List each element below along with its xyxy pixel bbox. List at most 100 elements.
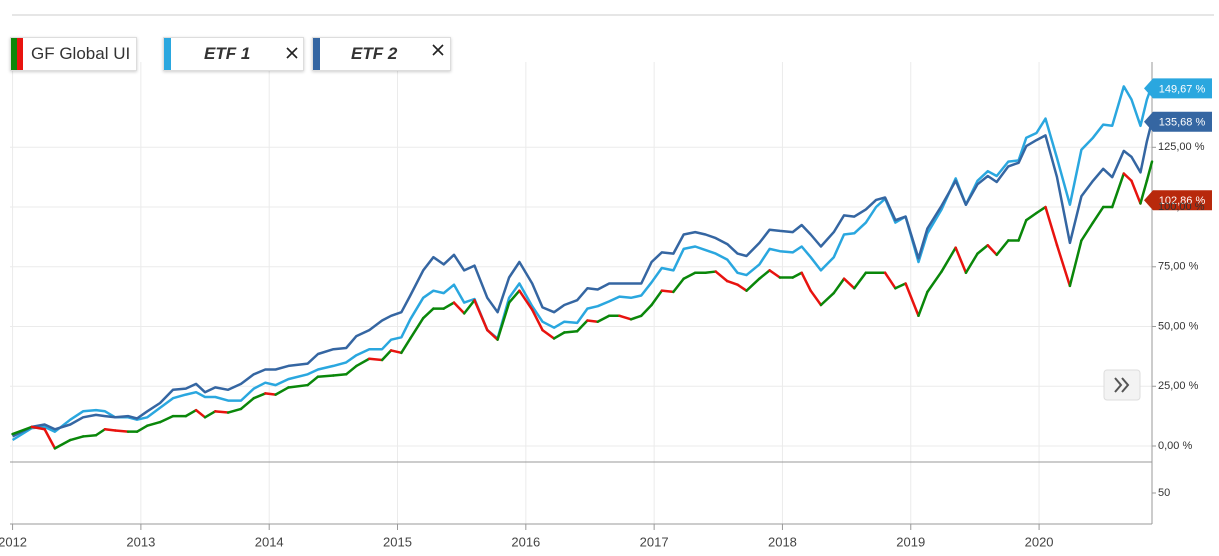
- x-tick-label: 2013: [126, 534, 155, 549]
- series-segment: [629, 314, 643, 321]
- series-segment: [1044, 205, 1059, 247]
- series-segment: [30, 425, 46, 431]
- x-tick-label: 2018: [768, 534, 797, 549]
- lines: [11, 84, 1154, 450]
- series-segment: [1130, 179, 1142, 205]
- close-icon[interactable]: [432, 44, 444, 56]
- series-segment: [486, 328, 499, 341]
- legend-label: ETF 1: [204, 44, 251, 63]
- series-segment: [274, 386, 290, 396]
- series-segment: [904, 282, 920, 318]
- series-segment: [194, 408, 207, 419]
- close-icon[interactable]: [286, 47, 298, 59]
- series-segment: [203, 410, 217, 419]
- series-segment: [1025, 211, 1038, 222]
- series-segment: [618, 314, 633, 321]
- series-segment: [264, 392, 277, 396]
- legend-label: GF Global UI: [31, 44, 131, 63]
- series-segment: [552, 331, 566, 340]
- series-segment: [809, 289, 823, 307]
- series-segment: [541, 328, 556, 340]
- series-segment: [563, 330, 579, 334]
- series-segment: [917, 290, 929, 318]
- y-tick-label: 50,00 %: [1158, 320, 1199, 332]
- series-segment: [758, 269, 771, 280]
- series-segment: [995, 239, 1010, 257]
- series-line: [12, 120, 1154, 438]
- series-segment: [640, 303, 653, 318]
- series-line: [11, 84, 1154, 442]
- legend-item[interactable]: GF Global UI: [10, 37, 137, 71]
- series-segment: [530, 308, 544, 332]
- series-segment: [355, 357, 371, 368]
- series-segment: [726, 279, 739, 286]
- series-segment: [389, 349, 403, 355]
- series-segment: [819, 291, 836, 307]
- series-segment: [1035, 205, 1047, 215]
- series-segment: [11, 425, 34, 436]
- series-segment: [452, 301, 466, 315]
- series-segment: [252, 392, 267, 400]
- series-segment: [94, 428, 107, 437]
- series-segment: [496, 301, 511, 341]
- series-segment: [400, 337, 412, 355]
- series-segment: [473, 298, 489, 332]
- y-tick-label: 0,00 %: [1158, 440, 1192, 452]
- swatch-down: [17, 38, 23, 70]
- flags: 102,86 % 149,67 % 135,68 %: [1144, 78, 1212, 211]
- end-flag-label: 135,68 %: [1159, 117, 1206, 129]
- y-tick-label: 125,00 %: [1158, 141, 1205, 153]
- series-segment: [745, 277, 761, 292]
- x-tick-label: 2015: [383, 534, 412, 549]
- x-tick-label: 2016: [511, 534, 540, 549]
- series-segment: [158, 414, 175, 424]
- y-tick-label: 100,00 %: [1158, 201, 1205, 213]
- series-segment: [409, 316, 425, 340]
- legend-label: ETF 2: [351, 44, 398, 63]
- swatch: [164, 38, 171, 70]
- series-segment: [682, 271, 697, 280]
- series-segment: [380, 349, 393, 362]
- scroll-button[interactable]: [1103, 369, 1141, 401]
- series-segment: [81, 433, 98, 438]
- series-segment: [462, 298, 476, 315]
- series-segment: [1055, 244, 1072, 288]
- series-segment: [113, 429, 130, 433]
- scroll-icon: [1114, 377, 1130, 393]
- end-flag: [1144, 111, 1212, 132]
- series-segment: [332, 373, 348, 377]
- series-segment: [146, 420, 162, 427]
- series-segment: [672, 277, 685, 294]
- series-segment: [976, 244, 990, 255]
- y-tick-label: 75,00 %: [1158, 261, 1199, 273]
- end-flag-label: 102,86 %: [1159, 195, 1206, 207]
- end-flag-label: 149,67 %: [1159, 83, 1206, 95]
- legend-item[interactable]: ETF 1: [163, 37, 304, 71]
- series-segment: [586, 319, 599, 323]
- series-segment: [1122, 172, 1133, 183]
- x-tick-label: 2019: [896, 534, 925, 549]
- series-segment: [344, 364, 358, 376]
- series-segment: [214, 410, 230, 414]
- series-segment: [1139, 179, 1149, 205]
- series-segment: [368, 357, 384, 362]
- series-segment: [184, 408, 198, 418]
- series-segment: [69, 435, 85, 442]
- series-segment: [575, 319, 589, 333]
- x-tick-label: 2017: [640, 534, 669, 549]
- series-segment: [316, 374, 335, 378]
- series-segment: [596, 314, 611, 323]
- swatch-up: [11, 38, 17, 70]
- series-segment: [287, 383, 309, 389]
- series-segment: [704, 270, 717, 275]
- series-segment: [507, 289, 521, 304]
- series-segment: [791, 271, 803, 279]
- series-segment: [768, 269, 782, 279]
- series-segment: [853, 271, 868, 290]
- swatch: [313, 38, 320, 70]
- series-segment: [1080, 221, 1095, 242]
- legend-item[interactable]: ETF 2: [312, 37, 451, 71]
- y-tick-label: 50: [1158, 487, 1170, 499]
- series-segment: [800, 271, 812, 292]
